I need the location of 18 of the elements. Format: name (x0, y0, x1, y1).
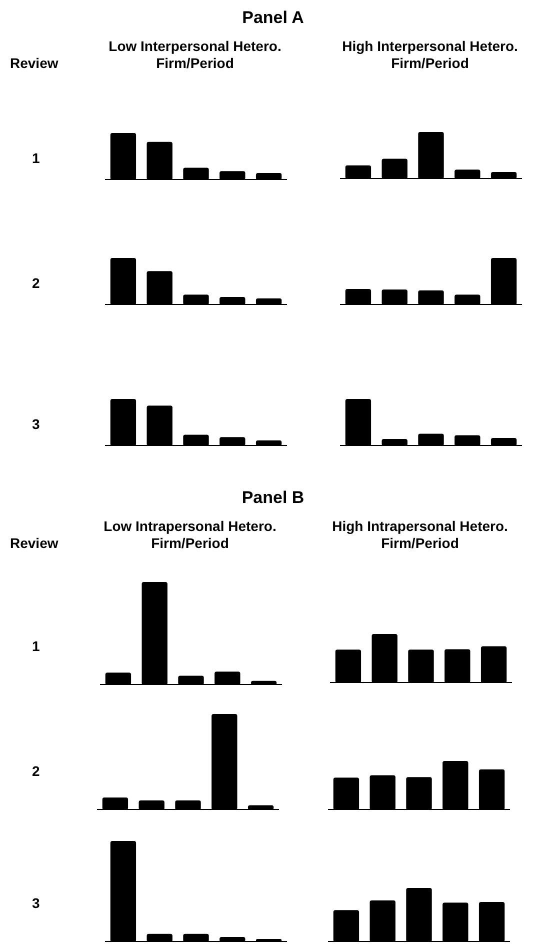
y-axis-title: 1 (32, 150, 40, 166)
y-axis-title: 3 (32, 895, 40, 911)
text: Review (10, 535, 58, 551)
text: Panel B (240, 488, 306, 508)
text: Review (10, 55, 58, 71)
chart-subtitle: Firm/Period (380, 535, 460, 552)
chart-subtitle: Firm/Period (155, 55, 235, 72)
text: Panel A (241, 8, 305, 28)
y-axis-title: 3 (32, 416, 40, 432)
chart-title: Low Interpersonal Hetero. (108, 38, 282, 55)
chart-title: High Intrapersonal Hetero. (331, 518, 509, 535)
chart-subtitle: Firm/Period (390, 55, 470, 72)
y-axis-title: 2 (32, 763, 40, 779)
y-axis-title: 2 (32, 275, 40, 291)
y-axis-title: 1 (32, 638, 40, 654)
chart-title: Low Intrapersonal Hetero. (102, 518, 278, 535)
chart-subtitle: Firm/Period (150, 535, 230, 552)
chart-title: High Interpersonal Hetero. (341, 38, 519, 55)
